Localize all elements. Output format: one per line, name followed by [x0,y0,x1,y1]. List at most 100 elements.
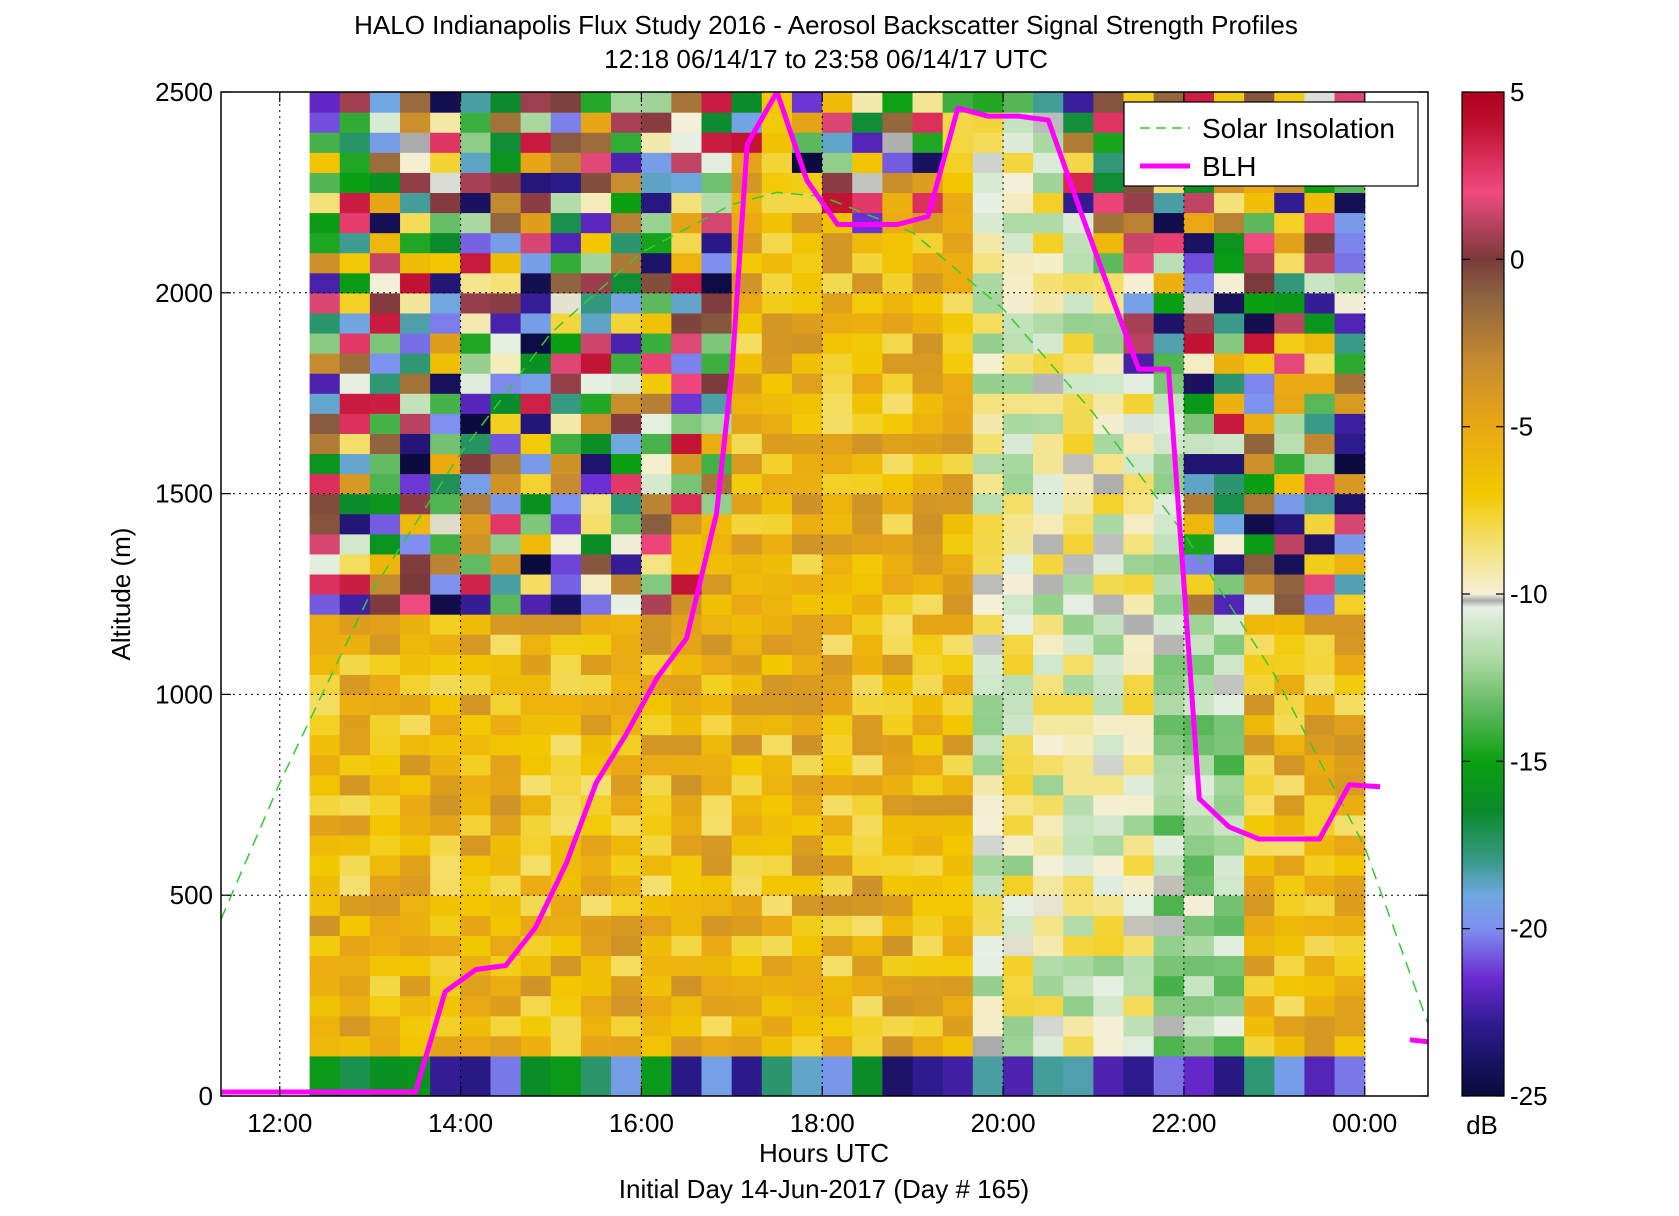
heatmap-cell [1093,172,1125,193]
heatmap-cell [550,353,582,374]
heatmap-cell [1002,413,1034,434]
heatmap-cell [1274,935,1306,957]
heatmap-cell [1093,855,1125,876]
heatmap-cell [1002,433,1034,455]
heatmap-cell [972,1055,1004,1096]
heatmap-cell [972,594,1004,615]
line-series [221,92,1428,1095]
heatmap-cell [761,995,793,1017]
heatmap-cell [791,393,823,414]
heatmap-cell [339,834,371,856]
heatmap-cell [852,694,883,716]
heatmap-cell [1063,533,1094,555]
heatmap-cell [611,393,642,414]
heatmap-cell [1183,272,1215,294]
heatmap-cell [1274,694,1306,716]
heatmap-cell [731,895,763,916]
heatmap-cell [1334,1035,1366,1057]
heatmap-cell [400,192,431,214]
heatmap-cell [1274,292,1306,314]
heatmap-cell [339,995,371,1017]
heatmap-cell [400,433,431,455]
heatmap-cell [1213,192,1245,214]
heatmap-cell [520,814,552,836]
heatmap-cell [942,1055,974,1096]
heatmap-cell [550,172,582,193]
heatmap-cell [701,1035,733,1057]
heatmap-cell [822,594,853,615]
heatmap-cell [822,553,853,575]
heatmap-cell [1274,433,1306,455]
heatmap-cell [912,915,944,936]
colorbar-frame [1461,91,1505,1097]
heatmap-cell [460,573,492,595]
heatmap-cell [671,332,703,354]
heatmap-cell [671,533,703,555]
heatmap-cell [972,292,1004,314]
heatmap-cell [1153,975,1185,997]
heatmap-cell [1244,614,1275,635]
heatmap-cell [550,935,582,957]
heatmap-cell [852,292,883,314]
heatmap-cell [912,112,944,133]
heatmap-cell [1033,1015,1064,1037]
heatmap-cell [580,272,612,294]
heatmap-cell [1123,614,1155,635]
heatmap-cell [1153,413,1185,434]
heatmap-cell [1213,272,1245,294]
heatmap-cell [1093,92,1125,113]
heatmap-cell [611,132,642,153]
heatmap-cell [1304,594,1336,615]
heatmap-cell [1183,935,1215,957]
heatmap-cell [490,373,522,394]
colorbar-ticks: 50-5-10-15-20-25 [1462,77,1548,1111]
heatmap-cell [1213,473,1245,495]
heatmap-cell [520,1035,552,1057]
heatmap-cell [1002,212,1034,234]
heatmap-cell [490,433,522,455]
heatmap-cell [339,634,371,655]
heatmap-cell [761,895,793,916]
heatmap-cell [1213,1055,1245,1096]
heatmap-cell [791,754,823,776]
heatmap-cell [611,292,642,314]
heatmap-cell [761,754,793,776]
heatmap-cell [1304,433,1336,455]
heatmap-cell [1304,493,1336,515]
heatmap-cell [309,895,341,916]
colorbar-tick-label: 5 [1510,77,1524,107]
heatmap-cell [852,1035,883,1057]
heatmap-cell [400,272,431,294]
heatmap-cell [339,1055,371,1096]
heatmap-cell [520,533,552,555]
heatmap-cell [701,814,733,836]
heatmap-cell [1033,533,1064,555]
heatmap-cell [912,714,944,736]
heatmap-cell [1123,654,1155,675]
heatmap-cell [761,875,793,896]
x-tick-label: 14:00 [428,1108,493,1138]
heatmap-cell [460,373,492,394]
heatmap-cell [400,794,431,816]
heatmap-cell [1334,955,1366,977]
heatmap-cell [339,332,371,354]
heatmap-cell [369,774,401,796]
heatmap-cell [1183,1055,1215,1096]
heatmap-cell [912,533,944,555]
heatmap-cell [852,553,883,575]
heatmap-cell [1334,353,1366,374]
heatmap-cell [490,152,522,173]
heatmap-cell [671,453,703,475]
heatmap-cell [460,272,492,294]
heatmap-cell [671,794,703,816]
heatmap-cell [550,192,582,214]
heatmap-cell [1063,674,1094,695]
heatmap-cell [339,152,371,173]
heatmap-cell [671,92,703,113]
heatmap-cell [520,212,552,234]
heatmap-cell [641,172,672,193]
heatmap-cell [1093,935,1125,957]
heatmap-cell [520,1015,552,1037]
heatmap-cell [400,654,431,675]
heatmap-cell [1153,594,1185,615]
